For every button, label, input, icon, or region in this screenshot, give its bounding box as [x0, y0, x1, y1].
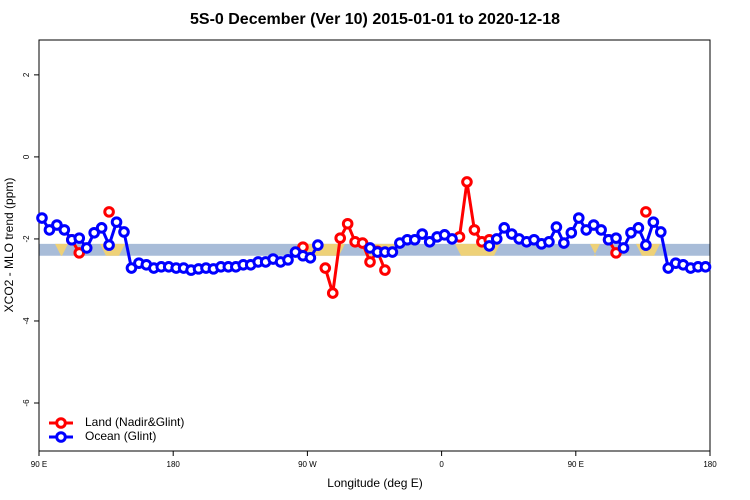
x-tick-label: 0 — [439, 460, 444, 469]
data-point — [408, 233, 421, 246]
y-axis-label: XCO2 - MLO trend (ppm) — [2, 178, 16, 313]
data-point — [103, 239, 115, 251]
data-point — [647, 216, 660, 228]
data-point — [43, 224, 56, 236]
data-point — [625, 226, 637, 239]
data-point — [490, 233, 503, 245]
data-point — [51, 219, 63, 231]
data-point — [446, 233, 458, 245]
data-point — [110, 216, 123, 228]
data-point — [334, 232, 347, 244]
data-point — [550, 221, 563, 233]
x-tick-label: 90 W — [298, 460, 317, 469]
data-point — [416, 228, 429, 240]
legend-label: Ocean (Glint) — [85, 429, 156, 443]
x-tick-label: 90 E — [31, 460, 47, 469]
data-point — [595, 224, 607, 236]
land-patch — [590, 243, 600, 256]
data-point — [558, 237, 570, 249]
data-point — [461, 176, 473, 188]
chart-title: 5S-0 December (Ver 10) 2015-01-01 to 202… — [190, 11, 560, 28]
data-point — [662, 262, 675, 274]
data-point — [319, 262, 332, 274]
data-point — [505, 228, 518, 240]
data-point — [617, 242, 630, 254]
data-point — [379, 264, 391, 276]
data-point — [699, 261, 712, 273]
land-patch — [55, 243, 68, 256]
data-point — [632, 222, 645, 234]
data-point — [654, 226, 667, 238]
legend-label: Land (Nadir&Glint) — [85, 415, 184, 429]
data-point — [312, 239, 324, 251]
data-point — [640, 239, 652, 251]
data-point — [610, 232, 622, 244]
y-tick-label: -2 — [22, 235, 31, 243]
data-point — [326, 287, 339, 299]
data-point — [572, 212, 585, 224]
data-point — [498, 222, 511, 234]
data-point — [73, 247, 86, 259]
y-tick-label: 2 — [22, 72, 31, 77]
y-tick-label: -6 — [22, 399, 31, 407]
data-point — [468, 224, 481, 236]
data-point — [125, 262, 138, 274]
data-point — [103, 206, 115, 218]
plot-frame — [38, 39, 711, 452]
data-point — [543, 236, 555, 248]
data-point — [587, 219, 600, 231]
x-axis-label: Longitude (deg E) — [327, 476, 422, 490]
data-point — [565, 226, 578, 239]
data-point — [304, 252, 317, 264]
data-point — [640, 206, 652, 218]
data-point — [386, 246, 399, 258]
data-point — [36, 212, 48, 224]
data-point — [356, 237, 369, 249]
data-point — [80, 242, 93, 254]
y-tick-label: -4 — [22, 317, 31, 325]
data-point — [341, 217, 354, 230]
data-point — [95, 222, 108, 234]
y-tick-label: 0 — [22, 154, 31, 159]
data-point — [423, 236, 436, 248]
x-tick-label: 90 E — [568, 460, 584, 469]
series-line — [323, 222, 387, 295]
legend-marker — [55, 417, 67, 429]
data-point — [483, 240, 496, 252]
x-tick-label: 180 — [703, 460, 717, 469]
data-point — [282, 254, 294, 266]
legend-marker — [55, 431, 67, 443]
data-point — [73, 232, 86, 244]
data-point — [610, 247, 622, 259]
data-point — [58, 224, 71, 236]
x-tick-label: 180 — [167, 460, 181, 469]
data-point — [364, 256, 376, 268]
data-point — [118, 226, 130, 238]
data-point — [580, 224, 593, 236]
data-point — [88, 226, 100, 239]
